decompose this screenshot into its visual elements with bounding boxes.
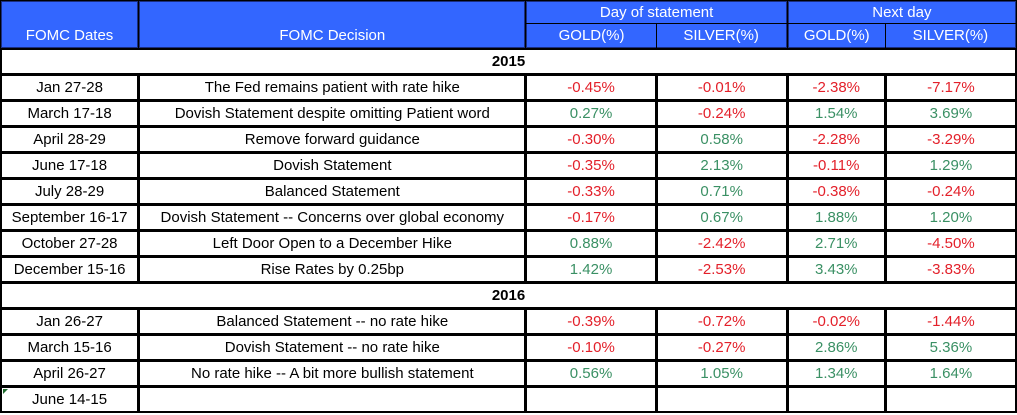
- day-silver-cell: 0.67%: [656, 205, 787, 230]
- col-header-day-gold: GOLD(%): [526, 24, 656, 48]
- next-silver-cell: [885, 387, 1016, 412]
- table-row: April 26-27 No rate hike -- A bit more bu…: [1, 361, 1016, 386]
- day-silver-cell: 1.05%: [656, 361, 787, 386]
- date-cell: March 15-16: [1, 335, 139, 360]
- table-row: March 17-18 Dovish Statement despite omit…: [1, 101, 1016, 126]
- col-header-dates: FOMC Dates: [1, 1, 139, 48]
- day-gold-cell: -0.30%: [526, 127, 656, 152]
- decision-cell: Dovish Statement: [139, 153, 526, 178]
- day-silver-cell: [656, 387, 787, 412]
- date-cell: October 27-28: [1, 231, 139, 256]
- date-cell: June 17-18: [1, 153, 139, 178]
- col-header-next-silver: SILVER(%): [885, 24, 1016, 48]
- day-silver-cell: 2.13%: [656, 153, 787, 178]
- table-row: Jan 27-28 The Fed remains patient with ra…: [1, 75, 1016, 100]
- next-gold-cell: 3.43%: [787, 257, 885, 282]
- decision-cell: Remove forward guidance: [139, 127, 526, 152]
- next-silver-cell: -0.24%: [885, 179, 1016, 204]
- day-silver-cell: -2.53%: [656, 257, 787, 282]
- group-header-day-of-statement: Day of statement: [526, 1, 787, 23]
- year-row: 2016: [1, 283, 1016, 308]
- decision-cell: Dovish Statement despite omitting Patien…: [139, 101, 526, 126]
- decision-cell: Dovish Statement -- no rate hike: [139, 335, 526, 360]
- date-cell: March 17-18: [1, 101, 139, 126]
- decision-cell: The Fed remains patient with rate hike: [139, 75, 526, 100]
- next-gold-cell: 2.86%: [787, 335, 885, 360]
- day-gold-cell: -0.10%: [526, 335, 656, 360]
- date-cell: Jan 26-27: [1, 309, 139, 334]
- date-cell: June 14-15: [1, 387, 139, 412]
- date-cell: December 15-16: [1, 257, 139, 282]
- decision-cell: Balanced Statement -- no rate hike: [139, 309, 526, 334]
- next-silver-cell: -7.17%: [885, 75, 1016, 100]
- table-row: June 14-15: [1, 387, 1016, 412]
- day-gold-cell: 0.27%: [526, 101, 656, 126]
- col-header-decision: FOMC Decision: [139, 1, 526, 48]
- next-gold-cell: 1.54%: [787, 101, 885, 126]
- day-silver-cell: -0.01%: [656, 75, 787, 100]
- decision-cell: Rise Rates by 0.25bp: [139, 257, 526, 282]
- day-gold-cell: -0.33%: [526, 179, 656, 204]
- date-cell: April 26-27: [1, 361, 139, 386]
- next-silver-cell: -4.50%: [885, 231, 1016, 256]
- table-row: June 17-18 Dovish Statement -0.35% 2.13% -0.…: [1, 153, 1016, 178]
- date-cell: September 16-17: [1, 205, 139, 230]
- table-row: October 27-28 Left Door Open to a Decembe…: [1, 231, 1016, 256]
- next-gold-cell: 1.34%: [787, 361, 885, 386]
- table-row: December 15-16 Rise Rates by 0.25bp 1.42% -…: [1, 257, 1016, 282]
- date-cell: April 28-29: [1, 127, 139, 152]
- next-silver-cell: 5.36%: [885, 335, 1016, 360]
- next-gold-cell: 2.71%: [787, 231, 885, 256]
- day-silver-cell: -0.72%: [656, 309, 787, 334]
- col-header-day-silver: SILVER(%): [656, 24, 787, 48]
- next-gold-cell: [787, 387, 885, 412]
- next-gold-cell: -2.38%: [787, 75, 885, 100]
- next-gold-cell: -0.11%: [787, 153, 885, 178]
- year-label: 2015: [1, 49, 1016, 74]
- decision-cell: [139, 387, 526, 412]
- day-silver-cell: -0.24%: [656, 101, 787, 126]
- group-header-next-day: Next day: [787, 1, 1016, 23]
- day-gold-cell: -0.17%: [526, 205, 656, 230]
- day-gold-cell: 0.56%: [526, 361, 656, 386]
- day-gold-cell: [526, 387, 656, 412]
- header-row-top: FOMC Dates FOMC Decision Day of statemen…: [1, 1, 1016, 48]
- day-gold-cell: 0.88%: [526, 231, 656, 256]
- day-gold-cell: 1.42%: [526, 257, 656, 282]
- table-row: July 28-29 Balanced Statement -0.33% 0.71% -…: [1, 179, 1016, 204]
- date-cell: Jan 27-28: [1, 75, 139, 100]
- day-gold-cell: -0.39%: [526, 309, 656, 334]
- date-cell: July 28-29: [1, 179, 139, 204]
- day-gold-cell: -0.35%: [526, 153, 656, 178]
- next-silver-cell: -3.83%: [885, 257, 1016, 282]
- next-silver-cell: -3.29%: [885, 127, 1016, 152]
- next-silver-cell: 1.64%: [885, 361, 1016, 386]
- day-silver-cell: 0.58%: [656, 127, 787, 152]
- next-gold-cell: -2.28%: [787, 127, 885, 152]
- next-gold-cell: -0.02%: [787, 309, 885, 334]
- day-silver-cell: -0.27%: [656, 335, 787, 360]
- col-header-next-gold: GOLD(%): [787, 24, 885, 48]
- next-silver-cell: 3.69%: [885, 101, 1016, 126]
- year-label: 2016: [1, 283, 1016, 308]
- next-gold-cell: 1.88%: [787, 205, 885, 230]
- table-row: September 16-17 Dovish Statement -- Conce…: [1, 205, 1016, 230]
- next-silver-cell: -1.44%: [885, 309, 1016, 334]
- next-silver-cell: 1.29%: [885, 153, 1016, 178]
- day-silver-cell: 0.71%: [656, 179, 787, 204]
- header-row-bottom: GOLD(%) SILVER(%) GOLD(%) SILVER(%): [1, 24, 1016, 48]
- table-row: March 15-16 Dovish Statement -- no rate h…: [1, 335, 1016, 360]
- table-row: Jan 26-27 Balanced Statement -- no rate h…: [1, 309, 1016, 334]
- day-gold-cell: -0.45%: [526, 75, 656, 100]
- decision-cell: Balanced Statement: [139, 179, 526, 204]
- decision-cell: Left Door Open to a December Hike: [139, 231, 526, 256]
- next-gold-cell: -0.38%: [787, 179, 885, 204]
- next-silver-cell: 1.20%: [885, 205, 1016, 230]
- decision-cell: No rate hike -- A bit more bullish state…: [139, 361, 526, 386]
- decision-cell: Dovish Statement -- Concerns over global…: [139, 205, 526, 230]
- year-row: 2015: [1, 49, 1016, 74]
- table-row: April 28-29 Remove forward guidance -0.30%…: [1, 127, 1016, 152]
- day-silver-cell: -2.42%: [656, 231, 787, 256]
